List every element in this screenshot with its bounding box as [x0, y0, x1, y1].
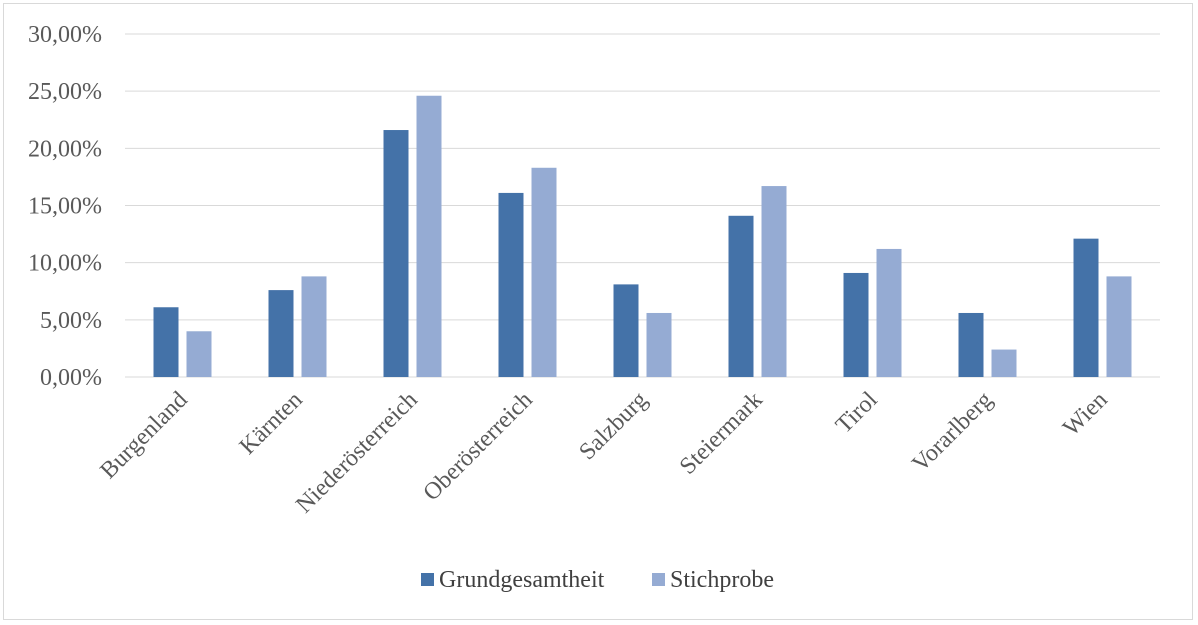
chart-frame — [3, 3, 1193, 620]
bar-grundgesamtheit-steiermark — [728, 215, 754, 377]
bar-grundgesamtheit-niederosterreich — [383, 130, 409, 377]
bar-stichprobe-burgenland — [186, 331, 212, 377]
bars — [153, 95, 1132, 378]
legend-label-grundgesamtheit: Grundgesamtheit — [439, 567, 605, 593]
bar-grundgesamtheit-oberosterreich — [498, 192, 524, 377]
bar-grundgesamtheit-tirol — [843, 272, 869, 377]
x-tick-label: Burgenland — [95, 387, 192, 484]
y-tick-label: 10,00% — [28, 251, 102, 277]
bar-grundgesamtheit-burgenland — [153, 307, 179, 377]
y-tick-label: 20,00% — [28, 136, 102, 162]
bar-grundgesamtheit-wien — [1073, 238, 1099, 377]
x-tick-label: Steiermark — [675, 387, 768, 480]
gridlines — [125, 33, 1160, 378]
x-axis-tick-labels: Burgenland KärntenNiederösterreichOberöst… — [95, 387, 1112, 519]
legend-label-stichprobe: Stichprobe — [670, 567, 774, 593]
bar-grundgesamtheit-salzburg — [613, 284, 639, 377]
x-tick-label: Salzburg — [574, 387, 652, 465]
legend-swatch-grundgesamtheit — [421, 573, 434, 586]
x-tick-label: Oberösterreich — [419, 387, 538, 506]
bar-grundgesamtheit-karnten — [268, 290, 294, 377]
y-tick-label: 5,00% — [40, 308, 102, 334]
x-tick-label: Kärnten — [235, 387, 308, 460]
y-tick-label: 30,00% — [28, 22, 102, 48]
bar-stichprobe-salzburg — [646, 312, 672, 377]
x-tick-label: Tirol — [831, 387, 883, 439]
y-tick-label: 15,00% — [28, 194, 102, 220]
y-axis-tick-labels: 0,00% 5,00% 10,00% 15,00% 20,00% 25,00% 30,00% — [28, 22, 102, 391]
x-tick-label: Niederösterreich — [291, 387, 422, 518]
bar-stichprobe-karnten — [301, 276, 327, 377]
bar-grundgesamtheit-vorarlberg — [958, 312, 984, 377]
bar-stichprobe-oberosterreich — [531, 167, 557, 377]
bar-stichprobe-vorarlberg — [991, 349, 1017, 377]
y-tick-label: 0,00% — [40, 365, 102, 391]
legend: Grundgesamtheit Stichprobe — [421, 567, 774, 593]
y-tick-label: 25,00% — [28, 79, 102, 105]
legend-swatch-stichprobe — [652, 573, 665, 586]
bar-stichprobe-steiermark — [761, 186, 787, 377]
x-tick-label: Wien — [1058, 387, 1112, 441]
bar-stichprobe-niederosterreich — [416, 95, 442, 378]
bar-stichprobe-wien — [1106, 276, 1132, 377]
x-tick-label: Vorarlberg — [907, 387, 997, 477]
bar-stichprobe-tirol — [876, 248, 902, 377]
